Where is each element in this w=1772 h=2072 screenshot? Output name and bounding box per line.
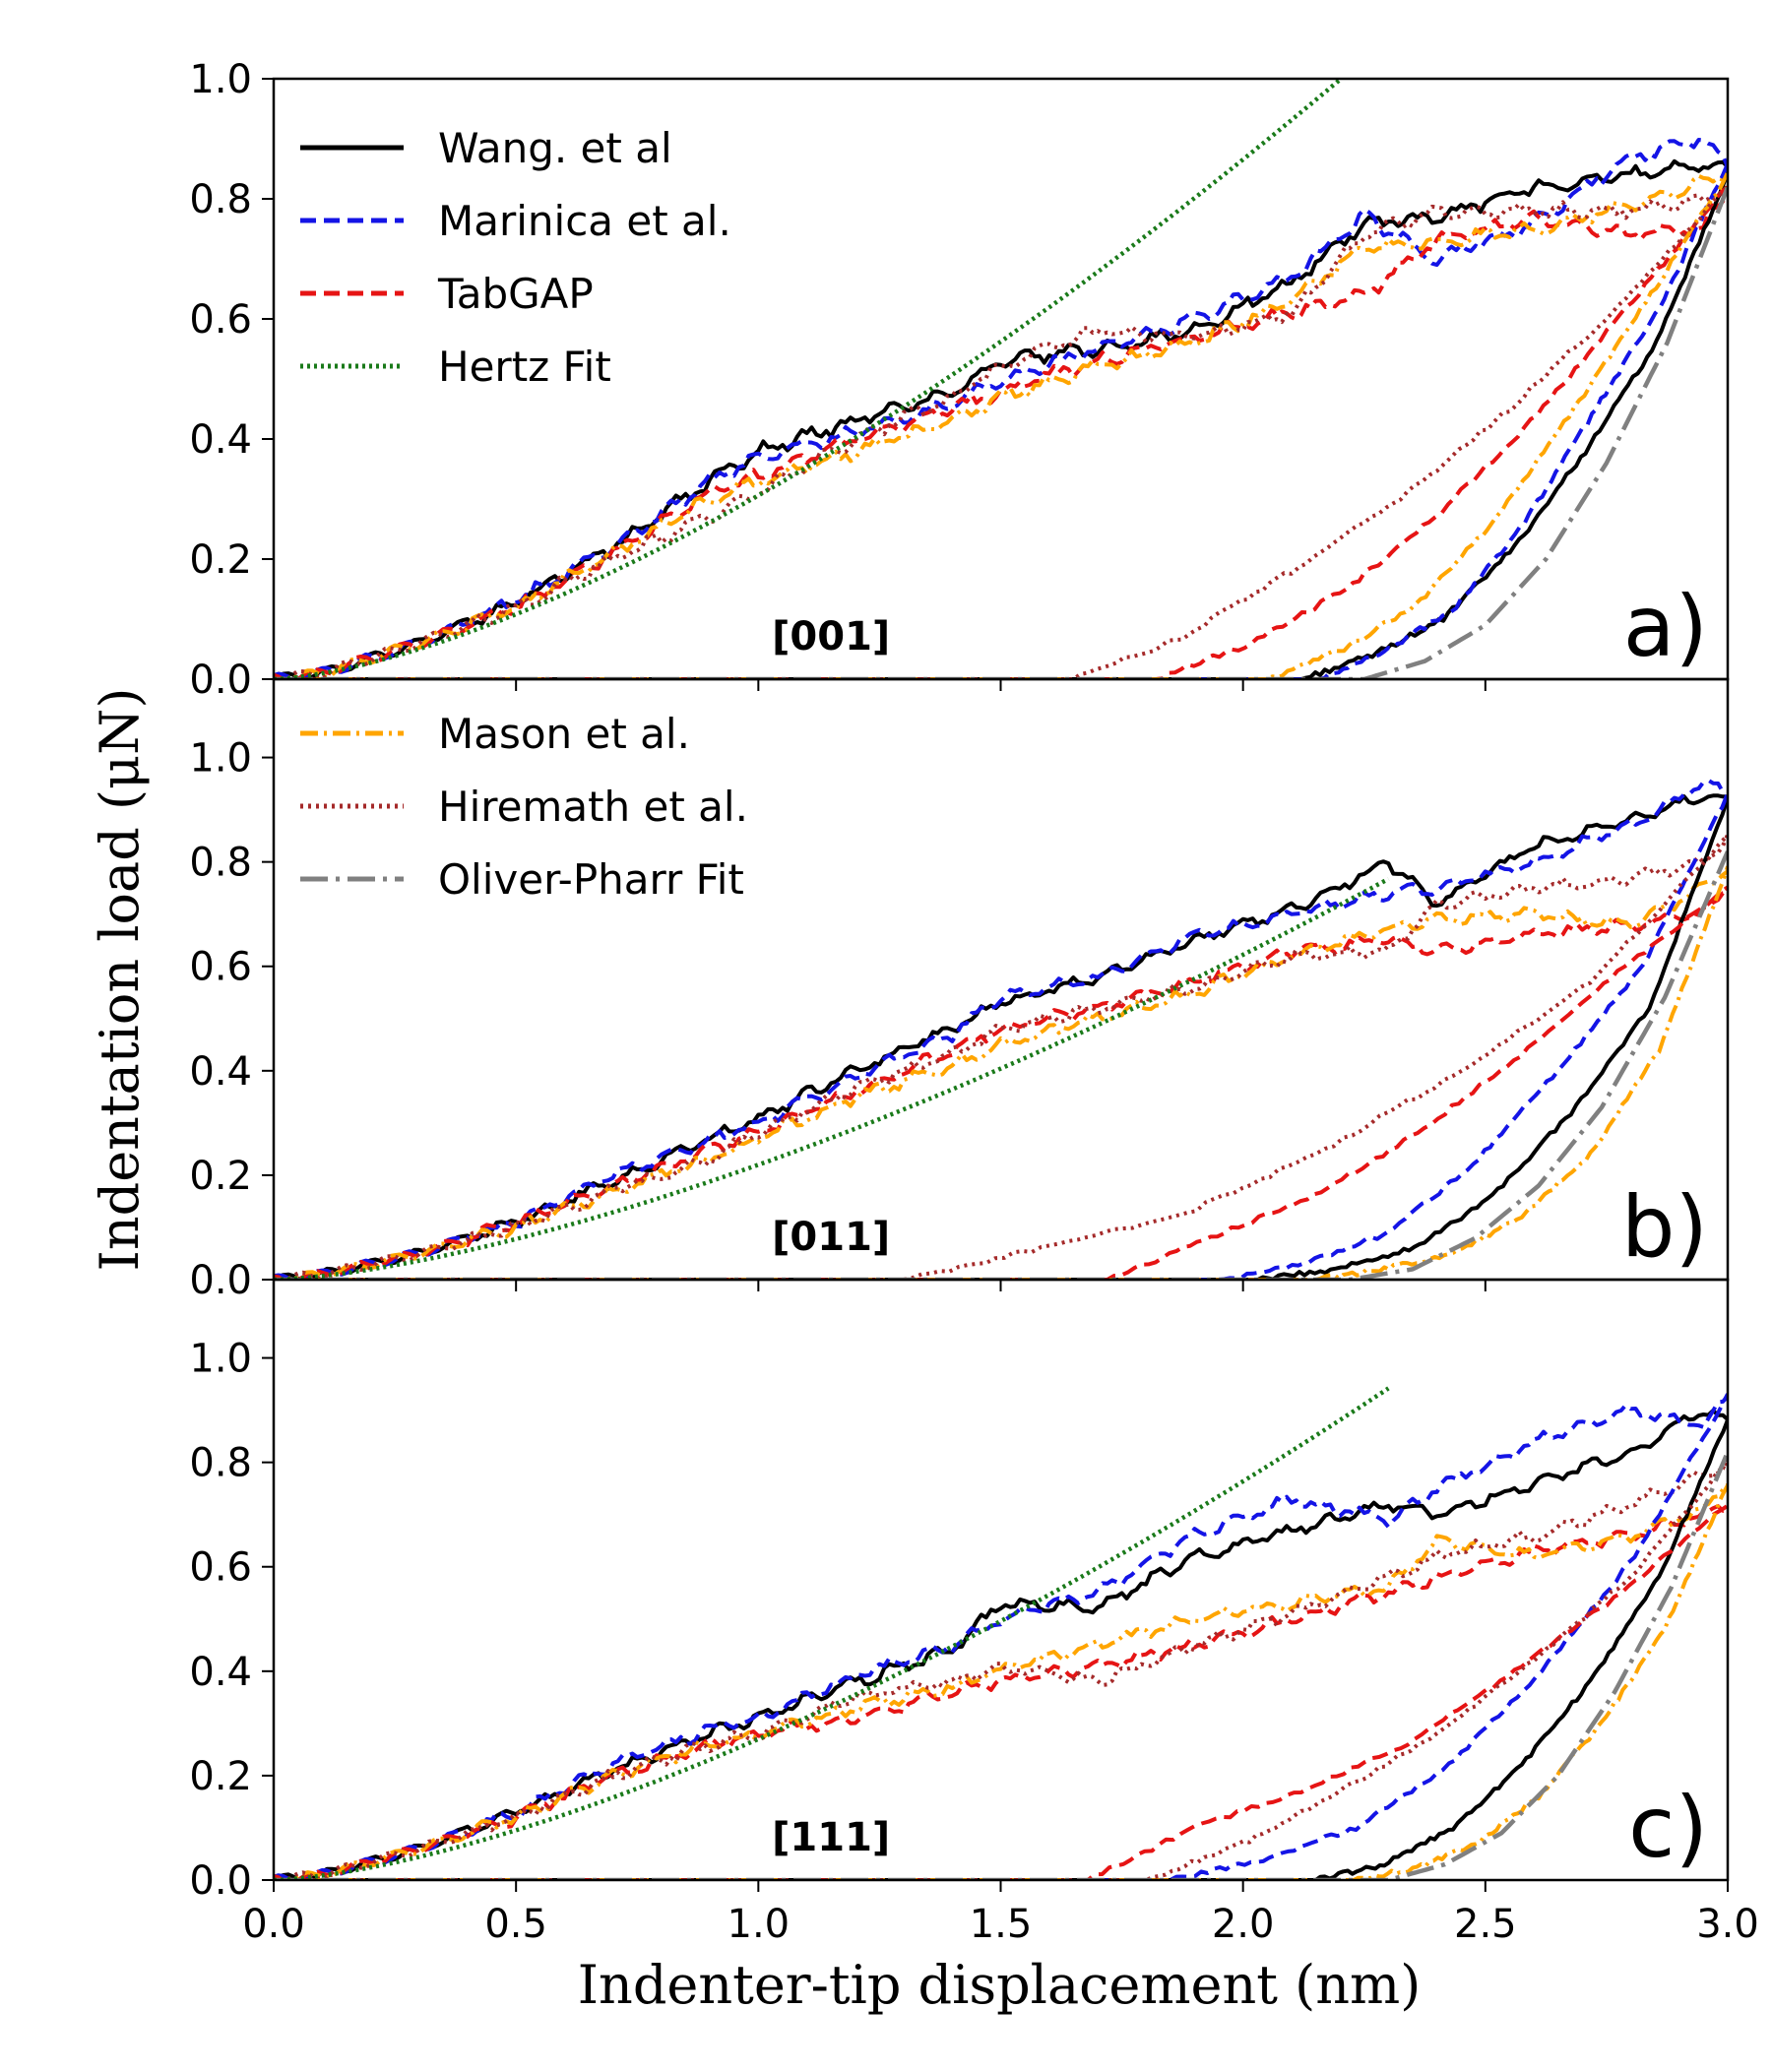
unloading-curve-hiremath-et-al-c xyxy=(274,1460,1728,1880)
hertz-fit-curve-c xyxy=(274,1386,1390,1880)
unloading-curve-tabgap-b xyxy=(274,885,1728,1280)
loading-curve-tabgap-a xyxy=(274,187,1728,679)
loading-curve-hiremath-et-al-b xyxy=(282,834,1728,1280)
unloading-curve-marinica-et-al-a xyxy=(274,162,1728,679)
y-tick-label-a: 0.4 xyxy=(189,417,252,463)
y-tick-label-a: 0.6 xyxy=(189,297,252,343)
x-tick-label: 2.5 xyxy=(1454,1902,1517,1947)
unloading-curve-hiremath-et-al-b xyxy=(274,834,1728,1280)
loading-curve-wang-et-al-c xyxy=(274,1408,1728,1880)
x-tick-label: 1.5 xyxy=(970,1902,1033,1947)
plot-area-a xyxy=(274,79,1728,679)
legend-label-tabgap: TabGAP xyxy=(437,270,594,318)
loading-curve-mason-et-al-a xyxy=(274,173,1728,679)
unloading-curve-mason-et-al-a xyxy=(274,171,1728,679)
unloading-curve-wang-et-al-c xyxy=(274,1418,1728,1880)
panel-frame-b xyxy=(272,677,1730,1282)
x-axis-title: Indenter-tip displacement (nm) xyxy=(578,1954,1422,2016)
y-tick-label-c: 0.6 xyxy=(189,1545,252,1591)
loading-curve-hiremath-et-al-a xyxy=(283,182,1728,679)
panel-label-b: b) xyxy=(1621,1178,1708,1277)
unloading-curve-oliver-pharr-fit-c xyxy=(274,1451,1728,1880)
hertz-fit-curve-b xyxy=(274,877,1390,1280)
legend-label-marinica-et-al: Marinica et al. xyxy=(438,197,731,245)
unloading-curve-marinica-et-al-c xyxy=(274,1393,1728,1880)
orientation-label-b: [011] xyxy=(772,1215,890,1260)
loading-curve-marinica-et-al-a xyxy=(274,138,1728,679)
legend-label-wang-et-al: Wang. et al xyxy=(438,124,672,172)
y-tick-label-b: 0.0 xyxy=(189,1258,252,1303)
y-tick-label-b: 0.2 xyxy=(189,1154,252,1199)
loading-curve-tabgap-b xyxy=(274,890,1728,1280)
orientation-label-a: [001] xyxy=(772,614,890,659)
unloading-curve-wang-et-al-a xyxy=(274,171,1728,679)
panel-frame-c xyxy=(272,1278,1730,1882)
x-tick-label: 0.5 xyxy=(484,1902,547,1947)
y-axis-title: Indentation load (μN) xyxy=(89,688,151,1272)
plot-area-c xyxy=(274,1386,1728,1880)
unloading-curve-oliver-pharr-fit-b xyxy=(274,850,1728,1280)
x-tick-label: 1.0 xyxy=(728,1902,791,1947)
y-tick-label-b: 1.0 xyxy=(189,736,252,782)
loading-curve-mason-et-al-b xyxy=(274,869,1728,1280)
y-tick-label-c: 0.0 xyxy=(189,1858,252,1904)
unloading-curve-mason-et-al-c xyxy=(274,1483,1728,1880)
unloading-curve-wang-et-al-b xyxy=(274,796,1728,1280)
y-tick-label-a: 1.0 xyxy=(189,57,252,102)
y-tick-label-c: 0.4 xyxy=(189,1650,252,1695)
y-tick-label-b: 0.8 xyxy=(189,841,252,886)
legend-label-oliver-pharr-fit: Oliver-Pharr Fit xyxy=(438,855,744,904)
legend-label-mason-et-al: Mason et al. xyxy=(438,710,690,758)
unloading-curve-tabgap-c xyxy=(274,1504,1728,1880)
loading-curve-marinica-et-al-c xyxy=(274,1394,1728,1880)
y-tick-label-b: 0.4 xyxy=(189,1049,252,1095)
unloading-curve-tabgap-a xyxy=(274,185,1728,679)
y-tick-label-a: 0.2 xyxy=(189,537,252,583)
unloading-curve-marinica-et-al-b xyxy=(274,791,1728,1280)
legend-label-hertz-fit: Hertz Fit xyxy=(438,343,611,391)
panel-label-a: a) xyxy=(1623,578,1708,676)
orientation-label-c: [111] xyxy=(772,1815,890,1860)
x-tick-label: 2.0 xyxy=(1212,1902,1275,1947)
x-tick-label: 0.0 xyxy=(242,1902,305,1947)
plot-area-b xyxy=(274,778,1728,1280)
unloading-curve-mason-et-al-b xyxy=(274,865,1728,1280)
legend-label-hiremath-et-al: Hiremath et al. xyxy=(438,783,748,831)
unloading-curve-oliver-pharr-fit-a xyxy=(274,185,1728,679)
y-tick-label-c: 1.0 xyxy=(189,1337,252,1382)
y-tick-label-a: 0.0 xyxy=(189,658,252,703)
x-tick-label: 3.0 xyxy=(1696,1902,1759,1947)
y-tick-label-c: 0.8 xyxy=(189,1441,252,1486)
loading-curve-mason-et-al-c xyxy=(274,1482,1728,1880)
panel-label-c: c) xyxy=(1628,1779,1708,1877)
unloading-curve-hiremath-et-al-a xyxy=(274,184,1728,679)
y-tick-label-c: 0.2 xyxy=(189,1754,252,1799)
y-tick-label-a: 0.8 xyxy=(189,177,252,222)
y-tick-label-b: 0.6 xyxy=(189,945,252,990)
